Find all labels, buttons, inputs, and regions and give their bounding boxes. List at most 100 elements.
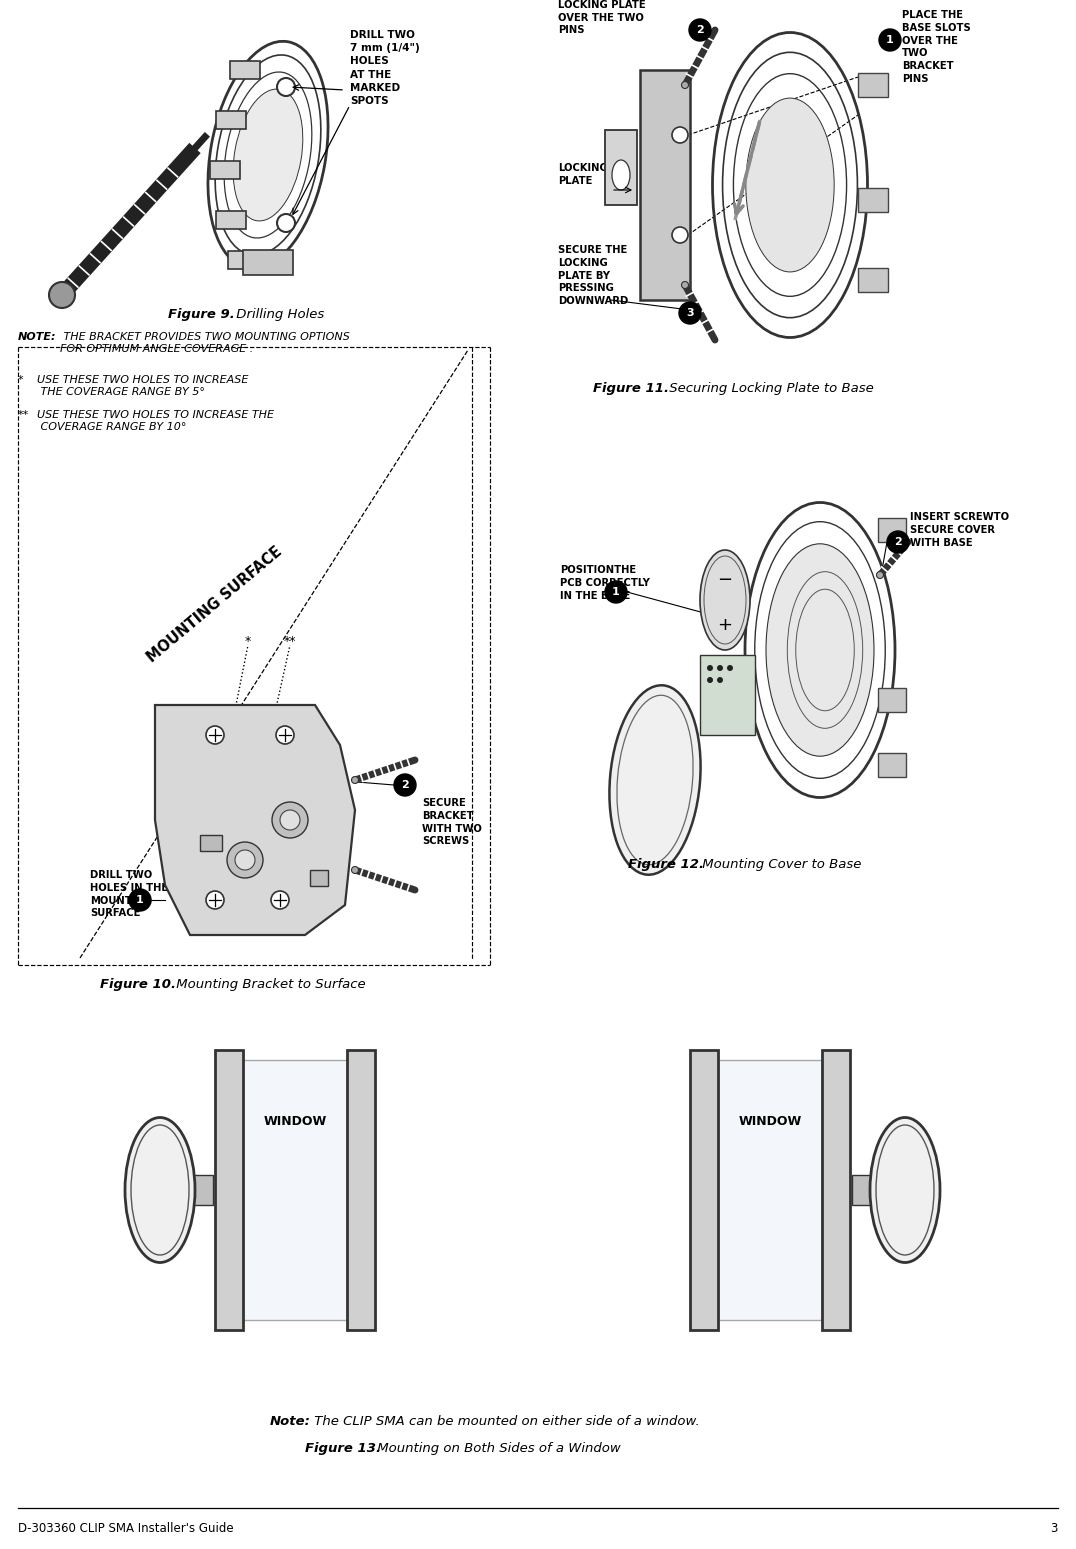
Circle shape: [394, 774, 416, 796]
FancyBboxPatch shape: [718, 1060, 822, 1320]
Text: SECURE
BRACKET
WITH TWO
SCREWS: SECURE BRACKET WITH TWO SCREWS: [422, 798, 482, 846]
FancyBboxPatch shape: [878, 753, 906, 778]
Circle shape: [277, 214, 295, 232]
Polygon shape: [155, 705, 355, 936]
Text: USE THESE TWO HOLES TO INCREASE
   THE COVERAGE RANGE BY 5°: USE THESE TWO HOLES TO INCREASE THE COVE…: [30, 375, 249, 397]
FancyBboxPatch shape: [858, 268, 888, 293]
Text: POSITIONTHE
PCB CORRECTLY
IN THE BASE: POSITIONTHE PCB CORRECTLY IN THE BASE: [560, 565, 650, 601]
Circle shape: [271, 891, 289, 909]
Circle shape: [352, 776, 358, 784]
Text: 1: 1: [887, 36, 894, 45]
Text: Figure 13.: Figure 13.: [305, 1442, 381, 1455]
Circle shape: [277, 726, 294, 744]
Text: NOTE:: NOTE:: [18, 331, 57, 342]
FancyBboxPatch shape: [216, 211, 246, 229]
FancyBboxPatch shape: [852, 1176, 877, 1205]
Text: 3: 3: [1050, 1523, 1058, 1535]
Circle shape: [672, 228, 688, 243]
FancyBboxPatch shape: [310, 871, 328, 886]
Text: The CLIP SMA can be mounted on either side of a window.: The CLIP SMA can be mounted on either si…: [310, 1414, 699, 1428]
Text: 3: 3: [686, 308, 694, 318]
Text: Drilling Holes: Drilling Holes: [232, 308, 324, 321]
Circle shape: [280, 810, 300, 830]
Circle shape: [681, 282, 689, 288]
Circle shape: [887, 531, 909, 553]
Text: −: −: [718, 572, 733, 589]
Ellipse shape: [609, 685, 700, 875]
FancyBboxPatch shape: [216, 112, 246, 129]
Text: **: **: [18, 410, 29, 420]
Circle shape: [206, 891, 224, 909]
Text: **: **: [284, 635, 296, 647]
Text: 1: 1: [137, 895, 144, 905]
Ellipse shape: [125, 1117, 195, 1262]
Ellipse shape: [612, 160, 631, 191]
Text: Figure 11.: Figure 11.: [593, 383, 669, 395]
FancyBboxPatch shape: [243, 249, 293, 276]
Circle shape: [717, 677, 723, 683]
Text: 2: 2: [401, 781, 409, 790]
Text: Figure 12.: Figure 12.: [628, 858, 704, 871]
Circle shape: [727, 665, 733, 671]
FancyBboxPatch shape: [210, 161, 240, 180]
Circle shape: [707, 665, 713, 671]
Circle shape: [689, 19, 711, 40]
Circle shape: [352, 866, 358, 874]
Circle shape: [707, 677, 713, 683]
Text: PLACE THE
BASE SLOTS
OVER THE
TWO
BRACKET
PINS: PLACE THE BASE SLOTS OVER THE TWO BRACKE…: [902, 9, 971, 84]
Circle shape: [235, 850, 255, 871]
Text: MOUNTING SURFACE: MOUNTING SURFACE: [144, 544, 285, 666]
Text: INSERT SCREWTO
SECURE COVER
WITH BASE: INSERT SCREWTO SECURE COVER WITH BASE: [910, 513, 1009, 548]
Text: Mounting Bracket to Surface: Mounting Bracket to Surface: [172, 977, 366, 991]
Text: USE THESE TWO HOLES TO INCREASE THE
   COVERAGE RANGE BY 10°: USE THESE TWO HOLES TO INCREASE THE COVE…: [30, 410, 274, 432]
Circle shape: [877, 572, 883, 578]
Text: Mounting Cover to Base: Mounting Cover to Base: [698, 858, 862, 871]
FancyBboxPatch shape: [878, 688, 906, 713]
Ellipse shape: [746, 98, 834, 273]
Text: D-303360 CLIP SMA Installer's Guide: D-303360 CLIP SMA Installer's Guide: [18, 1523, 233, 1535]
Circle shape: [879, 29, 901, 51]
Ellipse shape: [700, 550, 750, 651]
FancyBboxPatch shape: [230, 60, 260, 79]
Circle shape: [49, 282, 75, 308]
Ellipse shape: [870, 1117, 940, 1262]
FancyBboxPatch shape: [228, 251, 258, 270]
Text: +: +: [718, 617, 733, 634]
Circle shape: [605, 581, 627, 603]
FancyBboxPatch shape: [346, 1050, 376, 1331]
Circle shape: [129, 889, 151, 911]
FancyBboxPatch shape: [605, 130, 637, 204]
Text: 2: 2: [696, 25, 704, 36]
FancyBboxPatch shape: [188, 1176, 213, 1205]
FancyBboxPatch shape: [700, 655, 755, 734]
FancyBboxPatch shape: [878, 517, 906, 542]
Text: Figure 9.: Figure 9.: [168, 308, 235, 321]
Text: THE BRACKET PROVIDES TWO MOUNTING OPTIONS
FOR OPTIMUM ANGLE COVERAGE .: THE BRACKET PROVIDES TWO MOUNTING OPTION…: [60, 331, 350, 353]
Text: Mounting on Both Sides of a Window: Mounting on Both Sides of a Window: [373, 1442, 621, 1455]
Circle shape: [681, 82, 689, 88]
Text: LOCKING
PLATE: LOCKING PLATE: [558, 163, 608, 186]
Circle shape: [672, 127, 688, 143]
Circle shape: [227, 843, 263, 878]
Text: WINDOW: WINDOW: [738, 1115, 802, 1128]
Text: Securing Locking Plate to Base: Securing Locking Plate to Base: [665, 383, 874, 395]
FancyBboxPatch shape: [822, 1050, 850, 1331]
Text: WINDOW: WINDOW: [264, 1115, 327, 1128]
Text: 1: 1: [612, 587, 620, 596]
FancyBboxPatch shape: [858, 187, 888, 212]
Circle shape: [206, 726, 224, 744]
Text: *: *: [18, 375, 24, 386]
FancyBboxPatch shape: [215, 1050, 243, 1331]
FancyBboxPatch shape: [243, 1060, 346, 1320]
Ellipse shape: [766, 544, 874, 756]
FancyBboxPatch shape: [200, 835, 222, 850]
Circle shape: [272, 802, 308, 838]
Circle shape: [679, 302, 700, 324]
Circle shape: [717, 665, 723, 671]
Text: DRILL TWO
7 mm (1/4")
HOLES
AT THE
MARKED
SPOTS: DRILL TWO 7 mm (1/4") HOLES AT THE MARKE…: [350, 29, 420, 105]
Text: *: *: [245, 635, 251, 647]
Text: 2: 2: [894, 538, 902, 547]
FancyBboxPatch shape: [690, 1050, 718, 1331]
Text: Figure 10.: Figure 10.: [100, 977, 176, 991]
FancyBboxPatch shape: [858, 73, 888, 98]
